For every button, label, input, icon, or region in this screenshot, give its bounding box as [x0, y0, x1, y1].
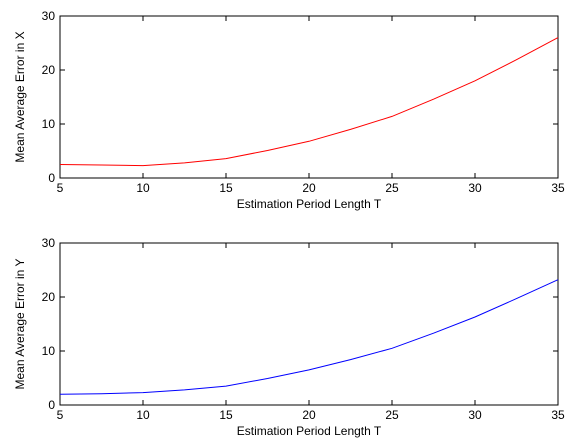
y-tick-label: 20	[42, 63, 56, 77]
x-tick-label: 35	[551, 181, 565, 195]
subplot-1: 5 10 15 20 25 30 35 0 10 20 30 Estimation Period Le…	[13, 9, 565, 211]
x-tick-label: 5	[57, 181, 64, 195]
series-line-1	[59, 37, 559, 167]
x-axis-label: Estimation Period Length T	[237, 197, 382, 211]
axes-box	[59, 15, 559, 179]
y-tick-label: 30	[42, 9, 56, 23]
x-tick-label: 10	[136, 408, 150, 422]
x-tick-label: 30	[468, 181, 482, 195]
x-tick-label: 15	[219, 408, 233, 422]
y-axis-label: Mean Average Error in X	[13, 31, 27, 162]
x-tick-label: 25	[385, 181, 399, 195]
series-line-1	[59, 279, 559, 395]
x-tick-label: 30	[468, 408, 482, 422]
y-tick-label: 20	[42, 290, 56, 304]
y-axis-label: Mean Average Error in Y	[13, 259, 27, 390]
y-tick-label: 0	[48, 171, 55, 185]
y-tick-label: 0	[48, 398, 55, 412]
x-axis-label: Estimation Period Length T	[237, 424, 382, 438]
y-tick-label: 10	[42, 344, 56, 358]
x-tick-label: 15	[219, 181, 233, 195]
y-tick-label: 30	[42, 236, 56, 250]
x-tick-label: 20	[302, 181, 316, 195]
x-tick-label: 25	[385, 408, 399, 422]
axes-box	[59, 242, 559, 406]
x-tick-label: 35	[551, 408, 565, 422]
y-tick-label: 10	[42, 117, 56, 131]
x-tick-label: 5	[57, 408, 64, 422]
x-tick-label: 10	[136, 181, 150, 195]
subplot-2: 5 10 15 20 25 30 35 0 10 20 30 Estimation Period Le…	[13, 236, 565, 438]
x-tick-label: 20	[302, 408, 316, 422]
